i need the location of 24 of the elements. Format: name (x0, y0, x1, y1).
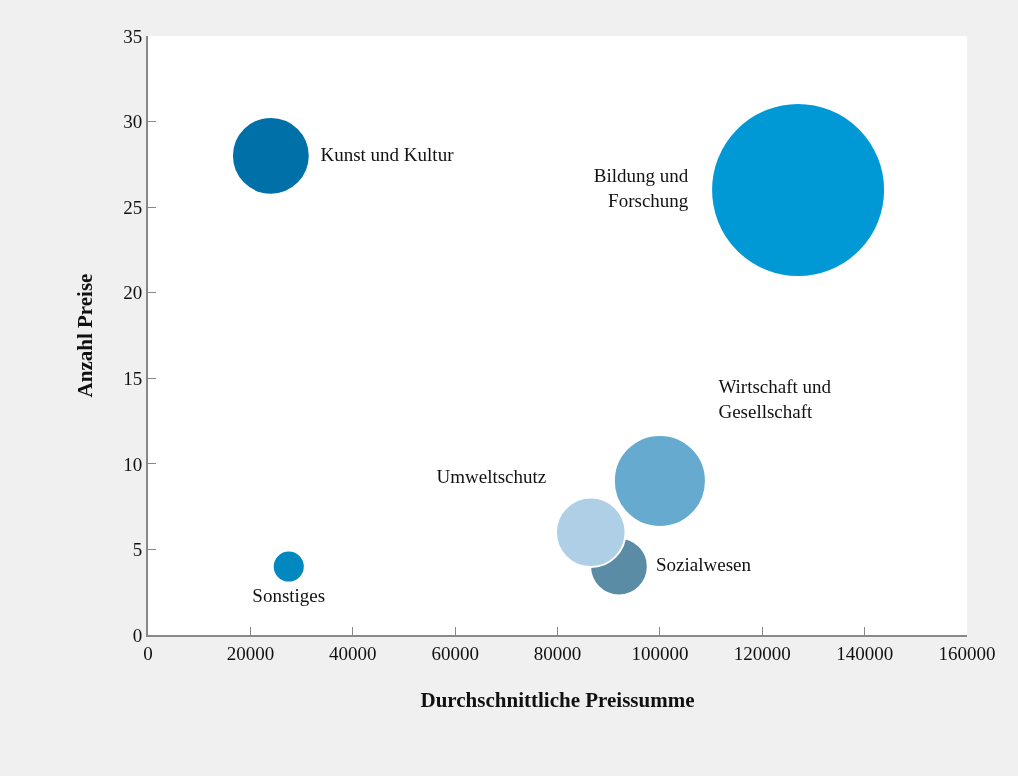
series-label: Sonstiges (252, 584, 326, 606)
x-tick-label: 100000 (631, 642, 689, 664)
series-label: Bildung und Forschung (593, 165, 689, 212)
y-tick-label: 25 (123, 196, 143, 218)
x-tick-label: 40000 (329, 642, 377, 664)
y-tick-label: 20 (123, 282, 143, 304)
series-label: Umweltschutz (436, 466, 547, 488)
y-axis-title: Anzahl Preise (72, 273, 97, 398)
x-axis-title: Durchschnittliche Preissumme (420, 688, 695, 713)
x-tick-label: 120000 (733, 642, 791, 664)
y-tick-label: 35 (123, 25, 143, 47)
x-tick-label: 20000 (226, 642, 275, 664)
x-tick-label: 80000 (533, 642, 582, 664)
y-tick-label: 15 (123, 367, 143, 389)
x-tick-label: 140000 (836, 642, 894, 664)
y-tick-label: 5 (132, 539, 143, 561)
y-tick-label: 0 (132, 624, 143, 646)
series-label: Wirtschaft und Gesellschaft (718, 375, 832, 422)
y-tick-label: 30 (123, 111, 143, 133)
series-label: Sozialwesen (656, 554, 752, 576)
y-tick-label: 10 (123, 453, 143, 475)
x-tick-label: 160000 (938, 642, 996, 664)
series-label: Kunst und Kultur (320, 143, 455, 165)
x-tick-label: 60000 (431, 642, 479, 664)
